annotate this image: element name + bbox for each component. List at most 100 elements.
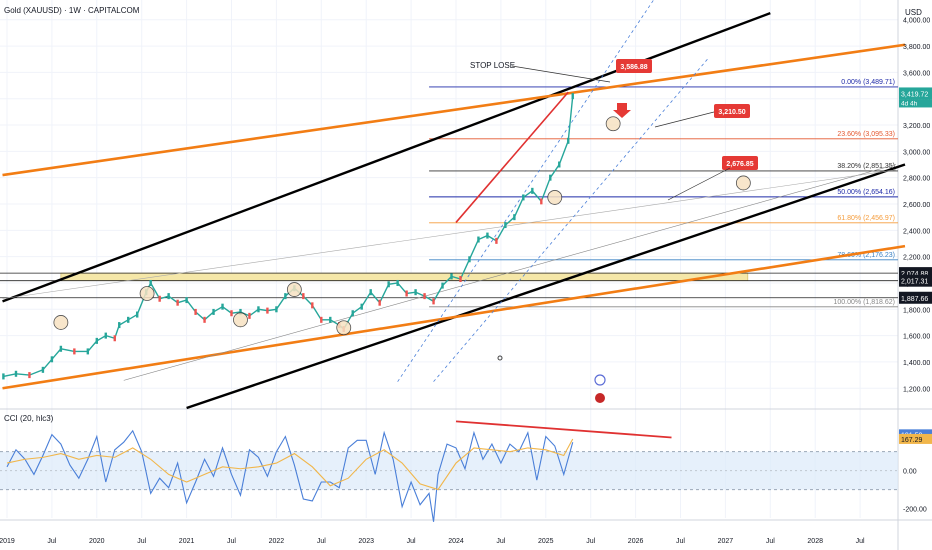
price-candle — [230, 310, 233, 317]
touch-circle — [286, 282, 302, 297]
price-candle — [549, 174, 552, 181]
price-candle — [522, 194, 525, 201]
cci-divergence-line — [455, 420, 672, 439]
level-badge-bg — [899, 274, 932, 287]
cci-band — [0, 451, 898, 491]
price-candle — [441, 282, 444, 289]
x-tick-label: 2021 — [179, 538, 195, 545]
x-tick-label: Jul — [856, 538, 865, 545]
y-tick-label: 3,000.00 — [903, 149, 930, 156]
fib-level-label: 50.00% (2,654.16) — [837, 189, 895, 196]
price-candle — [284, 293, 287, 300]
price-candle — [86, 348, 90, 355]
price-candle — [369, 289, 372, 296]
touch-circle — [735, 175, 751, 191]
fib-level-label: 23.60% (3,095.33) — [837, 131, 895, 138]
price-candle — [540, 198, 543, 205]
price-candle — [176, 299, 179, 306]
small-marker-icon — [497, 355, 503, 361]
price-candle — [113, 335, 116, 342]
x-tick-label: Jul — [676, 538, 685, 545]
target-pointer — [667, 167, 731, 201]
target-badge-low-bg — [722, 156, 758, 170]
x-tick-label: Jul — [47, 538, 56, 545]
price-candle — [136, 311, 139, 318]
level-badge: 2,074.88 — [901, 271, 928, 278]
x-tick-label: Jul — [317, 538, 326, 545]
x-tick-label: 2022 — [269, 538, 285, 545]
price-candle — [104, 332, 107, 339]
price-candle — [320, 316, 323, 323]
target-badge-top: 3,586.88 — [620, 64, 647, 71]
support-zone — [60, 272, 749, 281]
y-tick-label: 1,400.00 — [903, 360, 930, 367]
price-candle — [329, 316, 332, 323]
cci-signal-line — [6, 438, 574, 491]
touch-circle — [547, 190, 563, 205]
cci-band-fill — [0, 451, 898, 490]
x-tick-label: 2019 — [0, 538, 15, 545]
price-candle — [257, 306, 260, 313]
target-badge-low: 2,676.85 — [726, 161, 753, 168]
fib-level-label: 0.00% (3,489.71) — [841, 79, 895, 86]
price-candle — [504, 222, 507, 229]
y-tick-label: 1,200.00 — [903, 386, 930, 393]
level-badge: 2,017.31 — [901, 279, 928, 286]
level-badge: 1,887.66 — [901, 296, 928, 303]
cci-tick-label: -200.00 — [903, 507, 927, 514]
price-candle — [95, 337, 98, 344]
x-tick-label: 2027 — [718, 538, 734, 545]
price-candle — [567, 137, 570, 144]
stop-lose-pointer — [511, 65, 611, 83]
price-candle — [486, 232, 489, 239]
price-candle — [414, 289, 417, 296]
y-tick-label: 3,800.00 — [903, 44, 930, 51]
price-candle — [149, 279, 152, 286]
price-candle — [459, 276, 462, 283]
price-candle — [28, 372, 31, 379]
cci-series[interactable] — [6, 420, 672, 522]
x-tick-label: 2024 — [448, 538, 464, 545]
price-candle — [167, 293, 170, 300]
price-candle — [118, 322, 121, 329]
cci-signal-badge: 167.29 — [901, 437, 923, 444]
price-candle — [495, 237, 498, 244]
price-candle — [73, 348, 76, 355]
event-lightning-icon — [594, 374, 606, 386]
dashed-channel-lower — [433, 58, 708, 382]
y-tick-label: 1,600.00 — [903, 334, 930, 341]
level-badge-bg — [899, 291, 932, 304]
x-tick-label: 2023 — [358, 538, 374, 545]
x-tick-label: Jul — [407, 538, 416, 545]
y-tick-label: 2,600.00 — [903, 202, 930, 209]
price-candle — [266, 307, 269, 314]
price-candle — [531, 187, 534, 194]
stop-lose-label: STOP LOSE — [470, 61, 515, 70]
touch-circle — [233, 312, 248, 328]
x-tick-label: 2028 — [807, 538, 823, 545]
channel-lower-line — [186, 163, 906, 410]
cci-title: CCI (20, hlc3) — [4, 414, 54, 423]
event-flag-icon — [595, 393, 605, 403]
y-tick-label: 3,600.00 — [903, 70, 930, 77]
x-tick-label: Jul — [227, 538, 236, 545]
x-tick-label: 2025 — [538, 538, 554, 545]
orange-lower-line — [2, 244, 906, 390]
price-candle — [41, 366, 45, 373]
price-candle — [185, 297, 188, 304]
price-candle — [275, 306, 278, 313]
price-candle — [239, 308, 242, 315]
dashed-channel-upper — [397, 0, 654, 382]
fib-level-label: 61.80% (2,456.97) — [837, 215, 895, 222]
fib-level-label: 78.60% (2,176.23) — [837, 252, 895, 259]
price-candle — [14, 370, 18, 377]
price-candle — [450, 273, 453, 280]
price-candle — [50, 356, 54, 363]
grey-trend-line-2 — [2, 169, 897, 300]
x-tick-label: Jul — [137, 538, 146, 545]
x-tick-label: Jul — [496, 538, 505, 545]
touch-circle — [336, 320, 352, 336]
price-candle — [571, 93, 574, 100]
